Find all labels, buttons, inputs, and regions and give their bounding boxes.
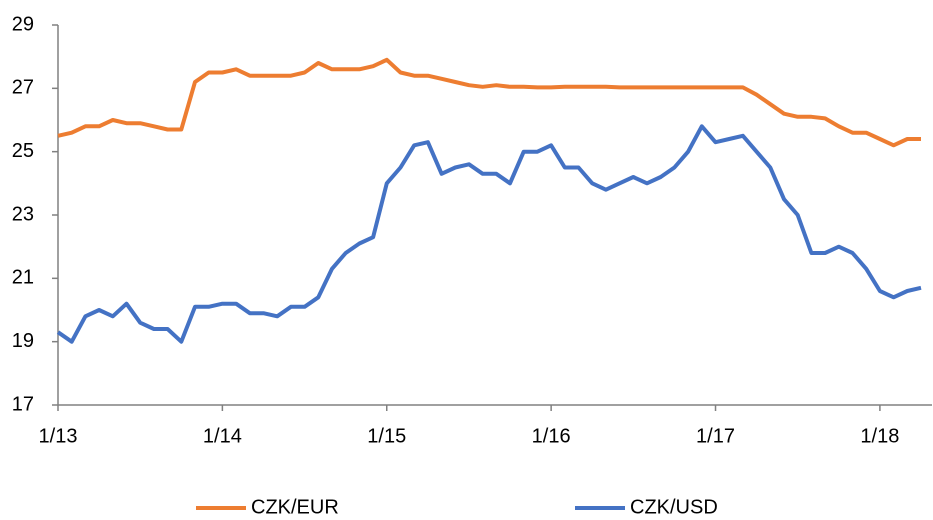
y-tick-label: 21 [12, 267, 34, 289]
x-tick-label: 1/14 [203, 425, 242, 447]
y-tick-label: 17 [12, 393, 34, 415]
y-tick-label: 29 [12, 13, 34, 35]
legend-label: CZK/USD [630, 496, 718, 518]
x-tick-label: 1/15 [367, 425, 406, 447]
y-tick-label: 25 [12, 140, 34, 162]
legend-label: CZK/EUR [251, 496, 339, 518]
y-tick-label: 19 [12, 330, 34, 352]
x-tick-label: 1/13 [39, 425, 78, 447]
x-tick-label: 1/18 [860, 425, 899, 447]
x-tick-label: 1/16 [532, 425, 571, 447]
x-tick-label: 1/17 [696, 425, 735, 447]
series-line [56, 124, 922, 344]
y-tick-label: 23 [12, 203, 34, 225]
series-line [57, 57, 921, 148]
y-tick-label: 27 [12, 77, 34, 99]
